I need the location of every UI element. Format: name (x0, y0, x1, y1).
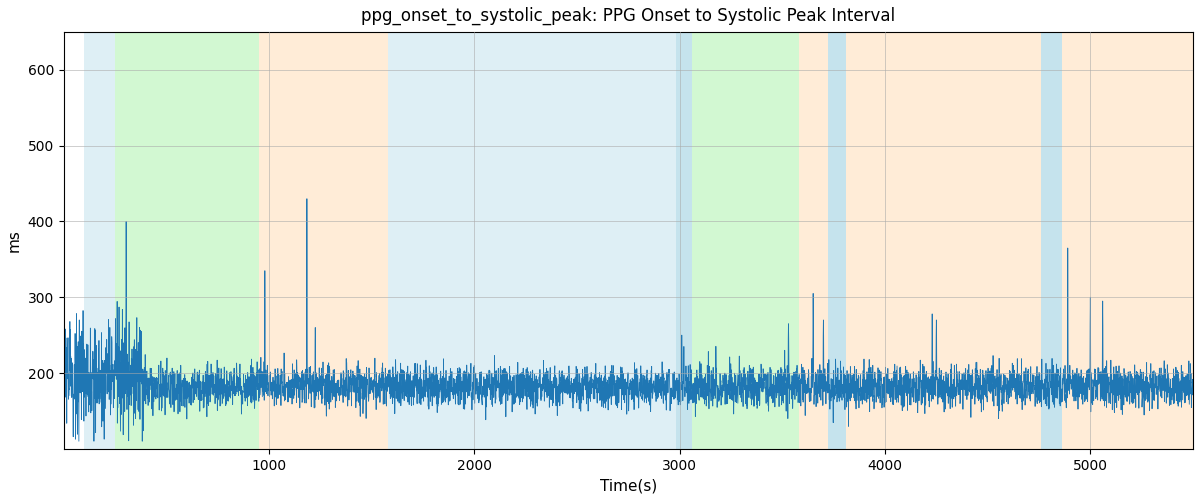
Bar (1062, 32, 1193, 449)
Bar (692, 32, 799, 449)
Bar (1042, 32, 1062, 449)
Bar (259, 32, 388, 449)
Bar (115, 32, 259, 449)
Title: ppg_onset_to_systolic_peak: PPG Onset to Systolic Peak Interval: ppg_onset_to_systolic_peak: PPG Onset to… (361, 7, 895, 25)
Bar (388, 32, 676, 449)
Bar (84, 32, 115, 449)
X-axis label: Time(s): Time(s) (600, 478, 656, 493)
Y-axis label: ms: ms (7, 229, 22, 252)
Bar (676, 32, 692, 449)
Bar (846, 32, 1042, 449)
Bar (799, 32, 828, 449)
Bar (828, 32, 846, 449)
